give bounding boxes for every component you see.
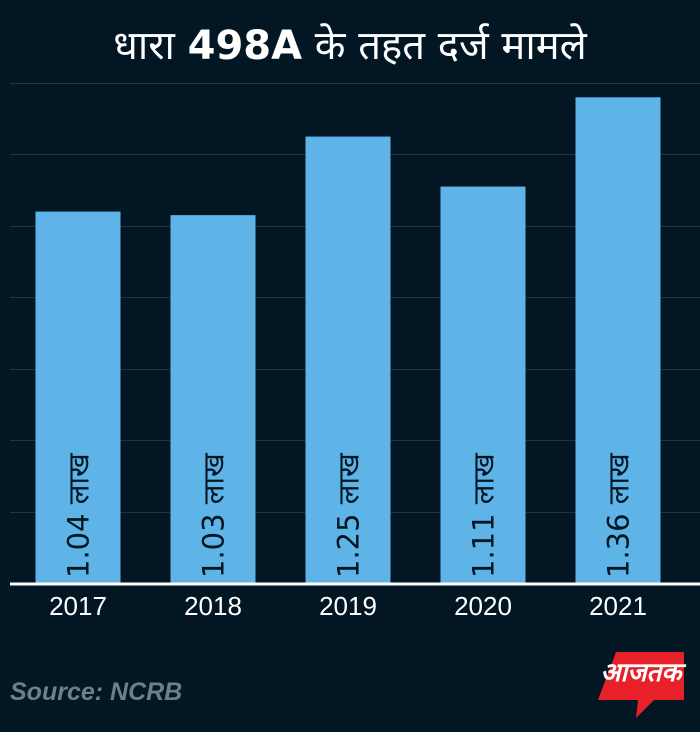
aajtak-logo: आजतक bbox=[596, 650, 686, 720]
bar-2021 bbox=[575, 97, 661, 584]
data-label-2021: 1.36 लाख bbox=[601, 452, 635, 578]
logo-shape-icon bbox=[598, 652, 684, 718]
bar-2019 bbox=[305, 136, 391, 584]
chart-title: धारा 498A के तहत दर्ज मामले bbox=[0, 18, 700, 74]
bar-2020 bbox=[440, 186, 526, 584]
x-tick-2020: 2020 bbox=[454, 591, 512, 621]
bar-2017 bbox=[35, 211, 121, 584]
title-section-number: 498A bbox=[187, 23, 303, 69]
bars bbox=[35, 97, 661, 584]
data-label-2017: 1.04 लाख bbox=[61, 452, 95, 578]
x-tick-2019: 2019 bbox=[319, 591, 377, 621]
source-note: Source: NCRB bbox=[10, 678, 183, 706]
x-tick-2017: 2017 bbox=[49, 591, 107, 621]
x-tick-labels: 2017 2018 2019 2020 2021 bbox=[49, 591, 647, 621]
data-label-2020: 1.11 लाख bbox=[466, 452, 500, 578]
x-tick-2021: 2021 bbox=[589, 591, 647, 621]
bar-2018 bbox=[170, 215, 256, 583]
data-labels: 1.04 लाख 1.03 लाख 1.25 लाख 1.11 लाख 1.36 लाख bbox=[61, 452, 635, 578]
title-suffix: के तहत दर्ज मामले bbox=[302, 23, 587, 69]
logo-wordmark: आजतक bbox=[600, 658, 682, 688]
title-prefix: धारा bbox=[113, 23, 188, 69]
data-label-2019: 1.25 लाख bbox=[331, 452, 365, 578]
bar-chart: 1.04 लाख 1.03 लाख 1.25 लाख 1.11 लाख 1.36 लाख… bbox=[10, 83, 700, 621]
data-label-2018: 1.03 लाख bbox=[196, 452, 230, 578]
x-tick-2018: 2018 bbox=[184, 591, 242, 621]
